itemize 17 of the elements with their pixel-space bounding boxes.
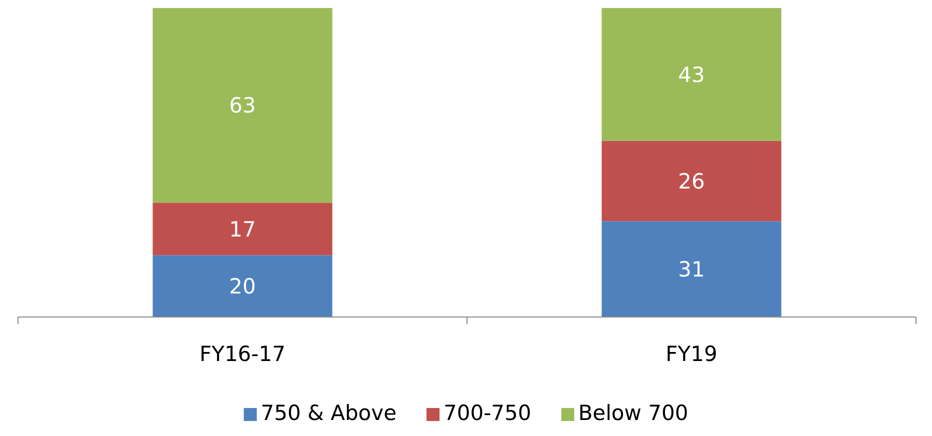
bar [602,8,782,141]
data-label: 20 [229,274,256,298]
x-tick-label: FY19 [666,342,718,366]
data-label: 31 [678,257,705,282]
bar [602,221,782,317]
legend-label: 700-750 [444,401,532,425]
legend-label: 750 & Above [260,401,396,425]
data-label: 26 [678,169,705,194]
x-tick-label: FY16-17 [200,342,286,366]
bar [152,202,332,256]
data-label: 43 [678,62,705,87]
data-label: 63 [229,94,256,118]
bar [152,8,332,203]
bar [152,255,332,317]
bar [602,140,782,222]
legend-label: Below 700 [578,401,688,425]
data-label: 17 [229,217,256,242]
